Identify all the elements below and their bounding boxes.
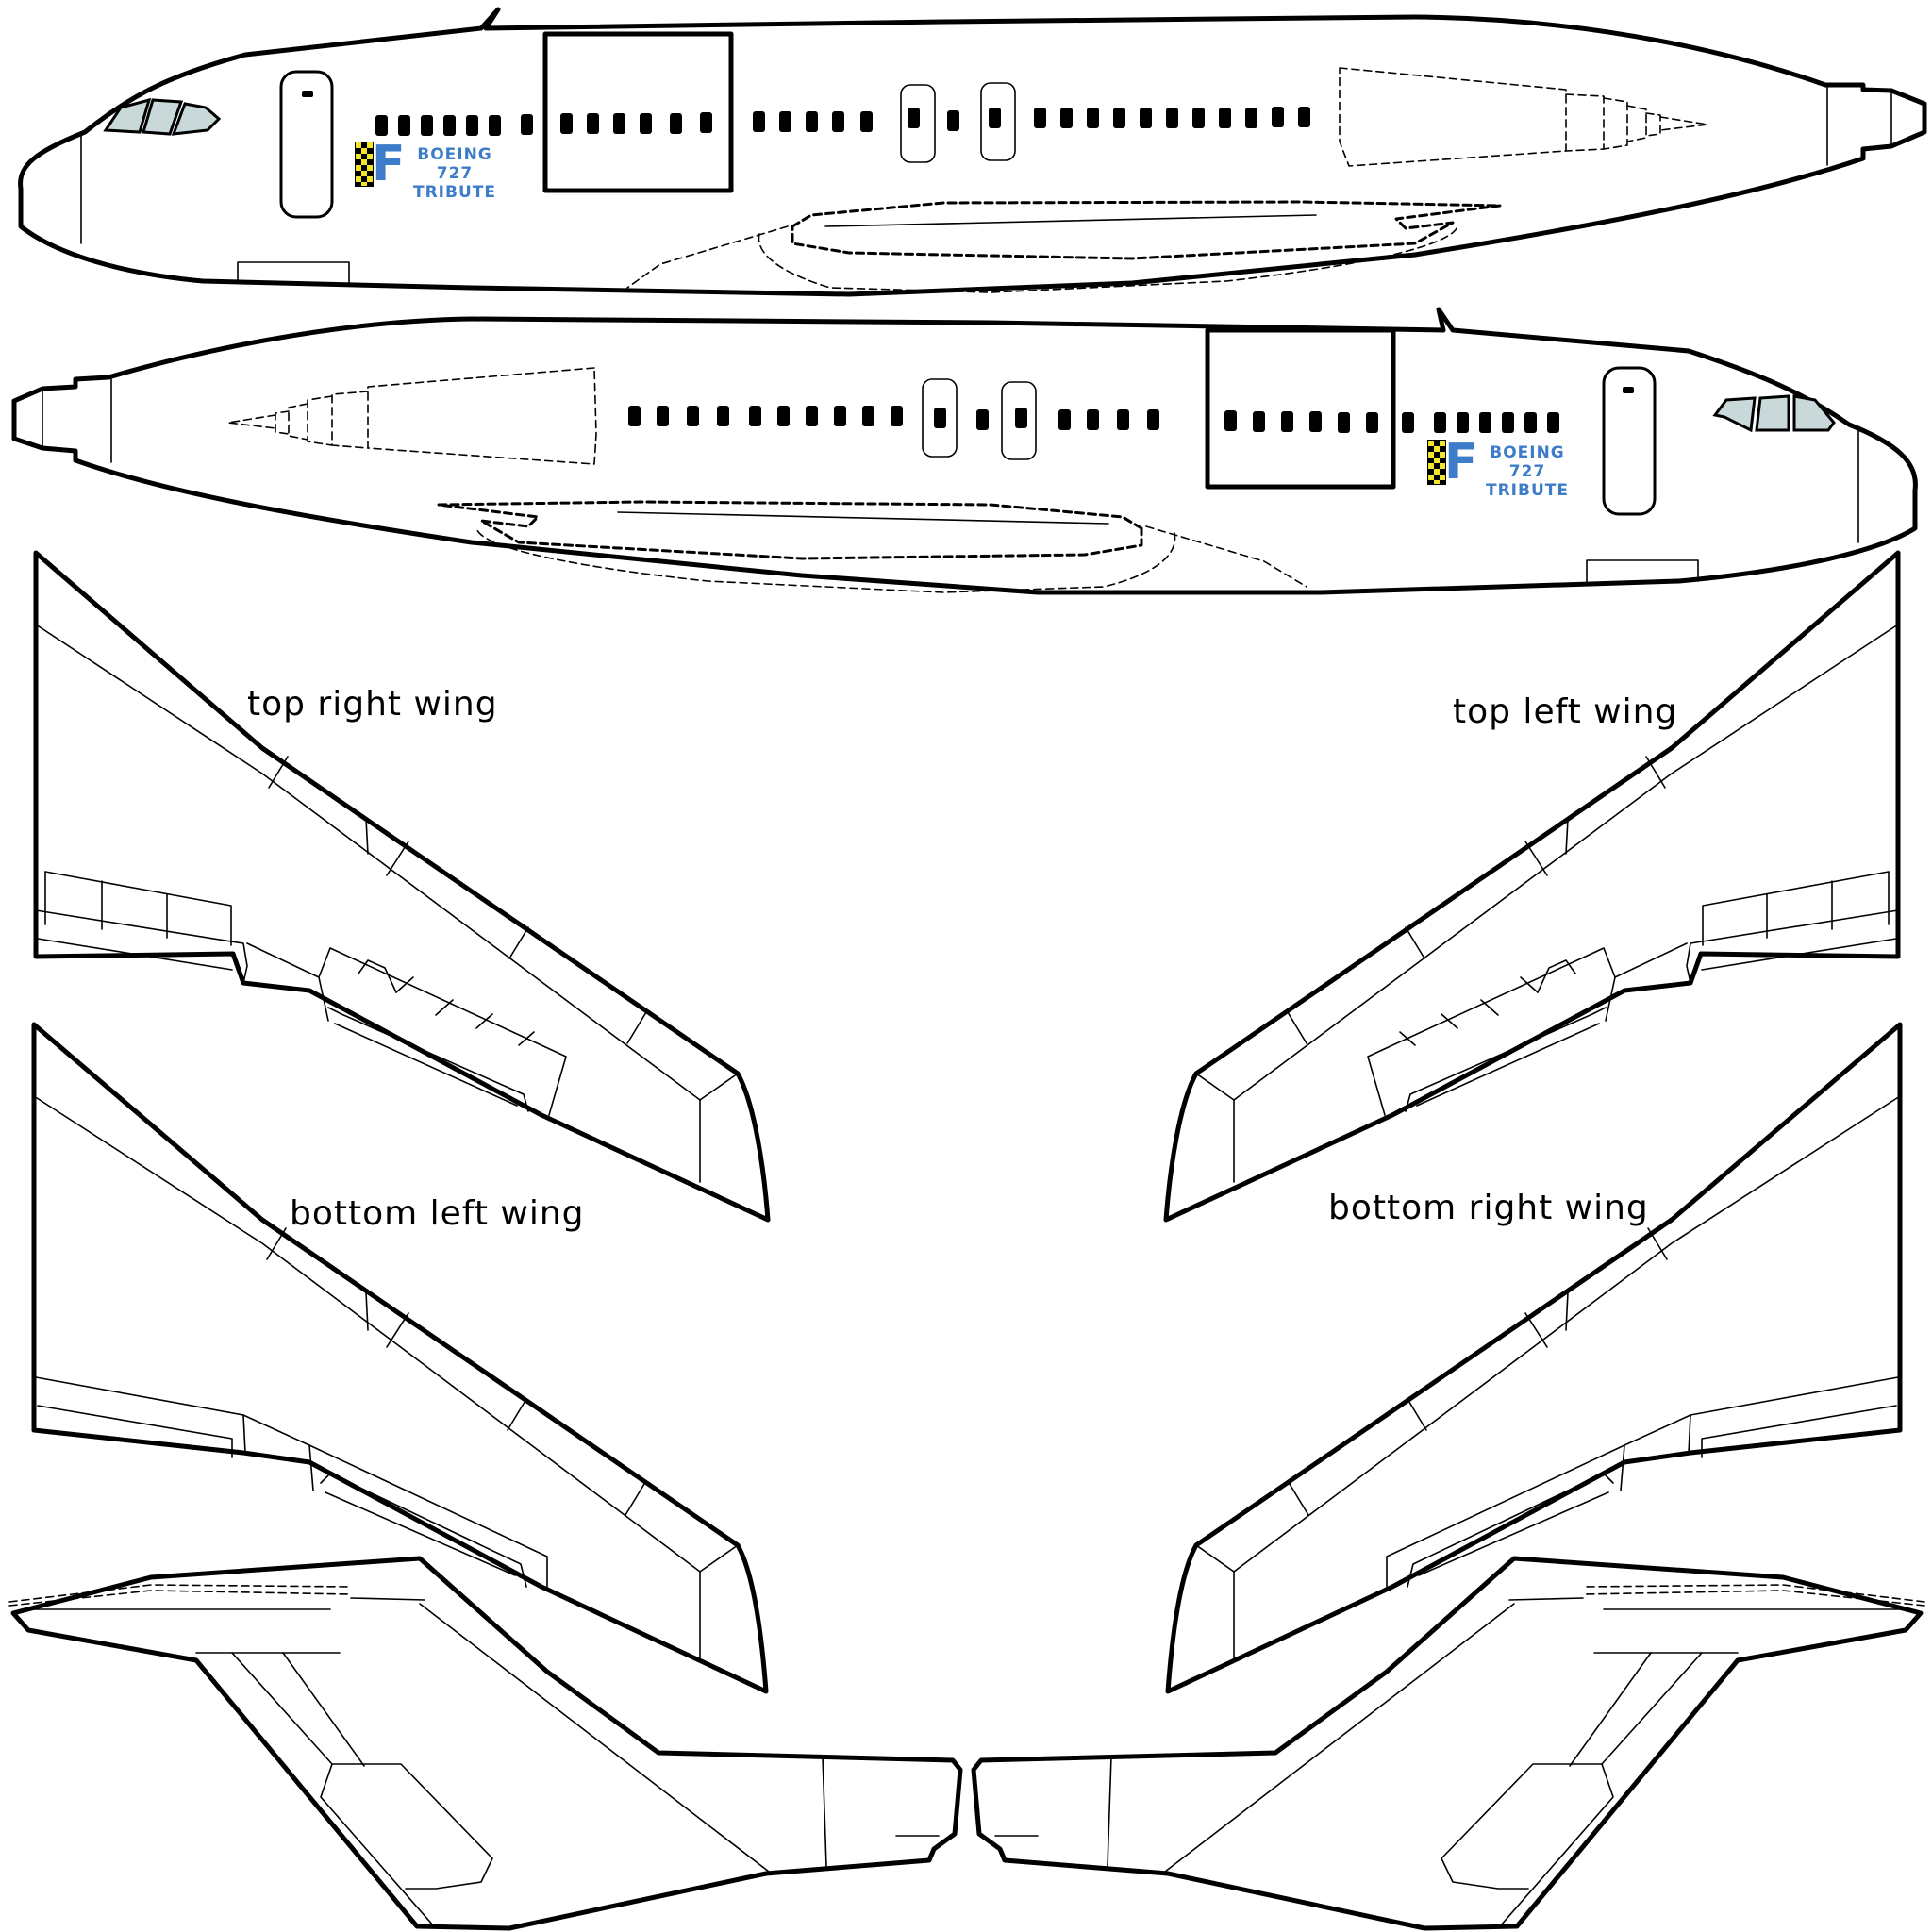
top-right-wing-panel [33, 550, 771, 1223]
cockpit-windows-bottom [1712, 394, 1836, 433]
fuselage-top-outline [18, 7, 1927, 297]
cockpit-windows-top [103, 97, 222, 136]
tail-left-outline [10, 1556, 963, 1931]
tail-panel-left [8, 1556, 963, 1931]
fuselage-bottom-tail-dashed [227, 367, 597, 465]
top-left-wing-outline [1163, 550, 1901, 1223]
logo-line2-top: TRIBUTE [413, 183, 496, 202]
top-right-wing-outline [33, 550, 771, 1223]
tail-panel-right [971, 1556, 1925, 1931]
label-top-right-wing: top right wing [247, 685, 498, 724]
logo-text-top: BOEING 727 TRIBUTE [396, 145, 513, 202]
label-bottom-right-wing: bottom right wing [1328, 1189, 1649, 1227]
fuselage-bottom-tail-cone [12, 385, 77, 453]
tail-right-outline [971, 1556, 1924, 1931]
fuselage-bottom-wing-root-dashed [437, 500, 1307, 593]
bottom-right-wing-panel [1165, 1022, 1903, 1694]
logo-letter-top: F [372, 136, 406, 192]
fuselage-bottom-view [11, 307, 1918, 595]
bottom-left-wing-outline [31, 1022, 769, 1694]
fuselage-bottom-front-door [1602, 366, 1657, 516]
fuselage-top-wing-box [542, 31, 734, 193]
fuselage-bottom-exit-1 [1001, 381, 1037, 460]
label-bottom-left-wing: bottom left wing [290, 1194, 585, 1233]
bottom-left-wing-panel [31, 1022, 769, 1694]
label-top-left-wing: top left wing [1453, 692, 1678, 731]
bottom-right-wing-outline [1165, 1022, 1903, 1694]
fuselage-bottom-outline [11, 307, 1918, 595]
fuselage-top-tail-dashed [1339, 67, 1708, 167]
fuselage-top-exit-1 [900, 84, 936, 163]
logo-line2-bottom: TRIBUTE [1486, 481, 1569, 500]
fuselage-top-windows [375, 107, 1310, 136]
fuselage-bottom-windows [628, 406, 1559, 433]
top-left-wing-panel [1163, 550, 1901, 1223]
logo-line1-top: BOEING 727 [417, 145, 492, 183]
checkered-flag-icon [355, 142, 374, 187]
fuselage-top-tail-cone [1861, 88, 1926, 151]
logo-text-bottom: BOEING 727 TRIBUTE [1469, 443, 1586, 500]
fuselage-bottom-wing-box [1205, 327, 1396, 490]
checkered-flag-icon [1427, 440, 1446, 485]
fuselage-top-front-door [279, 70, 334, 219]
logo-letter-bottom: F [1444, 434, 1478, 491]
fuselage-top-view [18, 7, 1927, 297]
logo-line1-bottom: BOEING 727 [1490, 443, 1565, 481]
fuselage-bottom-exit-2 [922, 378, 958, 458]
fuselage-top-exit-2 [980, 82, 1016, 161]
fuselage-top-wing-root-dashed [626, 200, 1502, 293]
